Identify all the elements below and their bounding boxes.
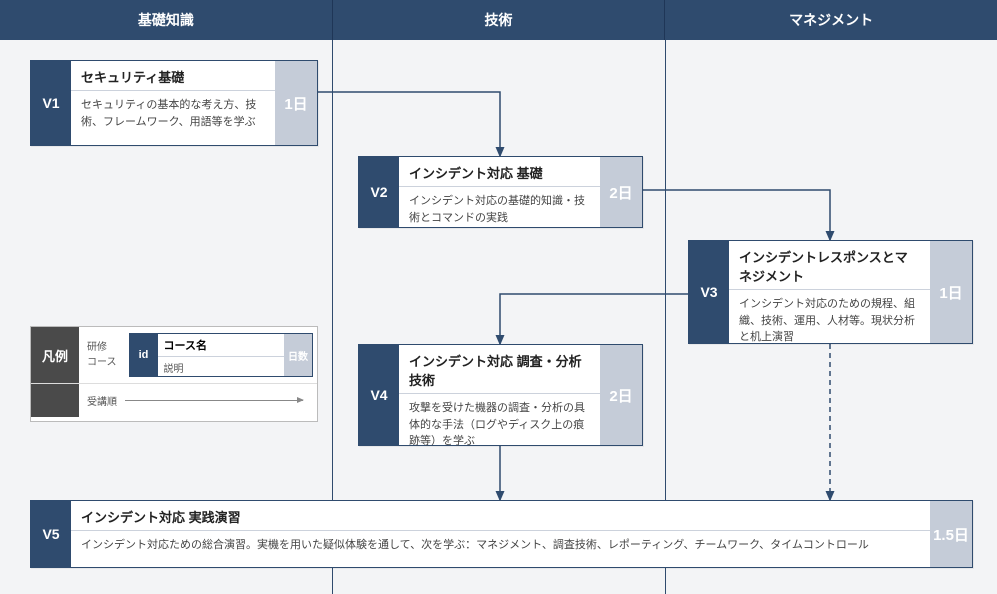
course-card-v2: V2 インシデント対応 基礎 インシデント対応の基礎的知識・技術とコマンドの実践… xyxy=(358,156,643,228)
course-desc: セキュリティの基本的な考え方、技術、フレームワーク、用語等を学ぶ xyxy=(71,91,275,138)
course-title: インシデント対応 基礎 xyxy=(399,157,600,187)
course-id: V1 xyxy=(31,61,71,145)
legend-order-label: 受講順 xyxy=(87,393,117,408)
course-card-v4: V4 インシデント対応 調査・分析技術 攻撃を受けた機器の調査・分析の具体的な手… xyxy=(358,344,643,446)
course-days: 1.5日 xyxy=(930,501,972,567)
legend-sub-line1: 研修 xyxy=(87,340,117,355)
course-title: インシデントレスポンスとマネジメント xyxy=(729,241,930,290)
legend-box: 凡例 研修 コース id コース名 説明 日数 受講順 xyxy=(30,326,318,422)
legend-title: 凡例 xyxy=(31,327,79,383)
legend-order-row: 受講順 xyxy=(79,384,317,417)
legend-sub-line2: コース xyxy=(87,355,117,370)
course-card-v5: V5 インシデント対応 実践演習 インシデント対応ための総合演習。実機を用いた疑… xyxy=(30,500,973,568)
course-title: セキュリティ基礎 xyxy=(71,61,275,91)
course-desc: インシデント対応のための規程、組織、技術、運用、人材等。現状分析と机上演習 xyxy=(729,290,930,354)
course-days: 2日 xyxy=(600,157,642,227)
legend-sample-desc: 説明 xyxy=(158,357,285,378)
course-desc: 攻撃を受けた機器の調査・分析の具体的な手法（ログやディスク上の痕跡等）を学ぶ xyxy=(399,394,600,458)
course-title: インシデント対応 実践演習 xyxy=(71,501,930,531)
diagram-canvas: 基礎知識 技術 マネジメント V1 セキュリティ基礎 セキュリティの基本的な考え… xyxy=(0,0,997,594)
course-desc: インシデント対応ための総合演習。実機を用いた疑似体験を通して、次を学ぶ：マネジメ… xyxy=(71,531,930,562)
legend-subtitle: 研修 コース xyxy=(79,327,125,383)
legend-sample-card: id コース名 説明 日数 xyxy=(129,333,314,377)
course-desc: インシデント対応の基礎的知識・技術とコマンドの実践 xyxy=(399,187,600,234)
column-header-row: 基礎知識 技術 マネジメント xyxy=(0,0,997,40)
legend-sample-id: id xyxy=(130,334,158,376)
course-days: 2日 xyxy=(600,345,642,445)
course-card-v1: V1 セキュリティ基礎 セキュリティの基本的な考え方、技術、フレームワーク、用語… xyxy=(30,60,318,146)
legend-sample-title: コース名 xyxy=(158,334,285,357)
course-id: V2 xyxy=(359,157,399,227)
course-days: 1日 xyxy=(275,61,317,145)
legend-dark-spacer xyxy=(31,384,79,417)
course-id: V4 xyxy=(359,345,399,445)
course-card-v3: V3 インシデントレスポンスとマネジメント インシデント対応のための規程、組織、… xyxy=(688,240,973,344)
course-id: V5 xyxy=(31,501,71,567)
column-header-tech: 技術 xyxy=(333,0,666,40)
column-header-basic: 基礎知識 xyxy=(0,0,333,40)
course-title: インシデント対応 調査・分析技術 xyxy=(399,345,600,394)
course-days: 1日 xyxy=(930,241,972,343)
column-header-mgmt: マネジメント xyxy=(665,0,997,40)
course-id: V3 xyxy=(689,241,729,343)
legend-arrow-icon xyxy=(125,400,303,401)
legend-sample-days: 日数 xyxy=(284,334,312,376)
